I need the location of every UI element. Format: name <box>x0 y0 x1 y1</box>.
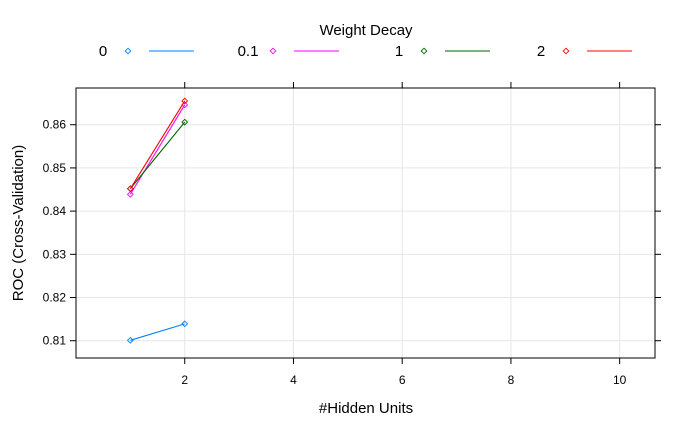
y-tick-label: 0.82 <box>43 291 67 305</box>
series-point-1 <box>181 118 189 126</box>
y-tick-label: 0.84 <box>43 204 67 218</box>
plot-panel <box>75 87 656 359</box>
legend: Weight Decay 0 0.1 1 2 <box>99 22 632 60</box>
legend-label: 1 <box>395 43 403 60</box>
legend-label: 0 <box>99 43 107 60</box>
y-tick-label: 0.85 <box>43 161 67 175</box>
x-tick-label: 2 <box>181 373 188 387</box>
x-tick-label: 6 <box>399 373 406 387</box>
y-tick-label: 0.86 <box>43 118 67 132</box>
series-point-0 <box>126 336 134 344</box>
legend-label: 2 <box>537 43 545 60</box>
y-tick-label: 0.83 <box>43 247 67 261</box>
legend-label: 0.1 <box>238 43 259 60</box>
x-axis-title: #Hidden Units <box>319 400 413 417</box>
x-tick-label: 4 <box>290 373 297 387</box>
series-point-0 <box>181 320 189 328</box>
series-point-0.1 <box>126 190 134 198</box>
series-line-0.1 <box>129 104 186 195</box>
series-point-2 <box>126 185 134 193</box>
x-tick-label: 8 <box>508 373 515 387</box>
series-line-2 <box>129 100 186 189</box>
legend-title: Weight Decay <box>319 22 413 39</box>
series-line-1 <box>129 121 186 190</box>
series-line-0 <box>130 323 185 341</box>
y-axis-title: ROC (Cross-Validation) <box>10 145 27 301</box>
y-tick-label: 0.81 <box>43 334 67 348</box>
series-point-2 <box>181 97 189 105</box>
grid <box>76 88 655 358</box>
axis-ticks: 2 4 6 8 10 0.81 0.82 0.83 0.84 0.85 0.86 <box>43 82 661 387</box>
legend-marker-2 <box>562 47 570 55</box>
legend-marker-0 <box>124 47 132 55</box>
x-tick-label: 10 <box>613 373 627 387</box>
series-layer <box>126 97 189 344</box>
legend-marker-1 <box>420 47 428 55</box>
legend-marker-0.1 <box>269 47 277 55</box>
